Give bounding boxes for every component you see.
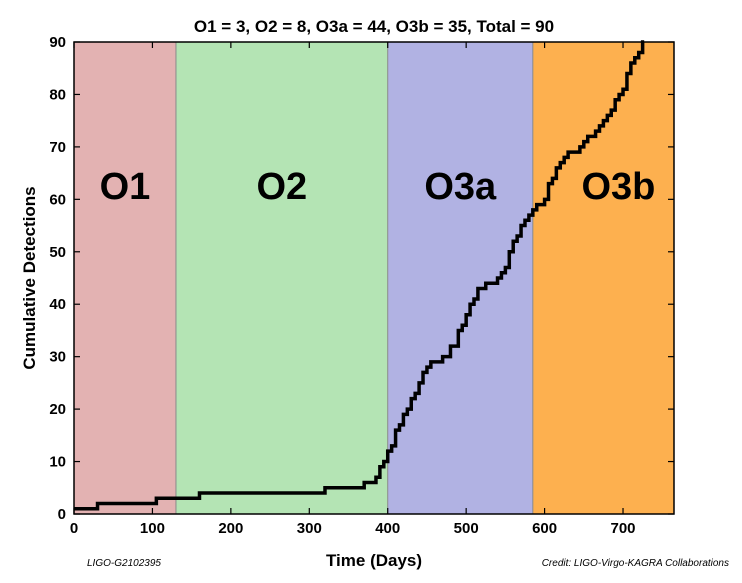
x-tick-label: 200	[218, 520, 243, 537]
y-tick-label: 50	[49, 244, 66, 261]
x-tick-label: 400	[375, 520, 400, 537]
x-tick-label: 700	[611, 520, 636, 537]
document-id: LIGO-G2102395	[87, 558, 161, 569]
x-axis-label: Time (Days)	[326, 551, 422, 570]
plot-frame	[73, 41, 675, 515]
region-label-o3a: O3a	[424, 166, 497, 208]
y-axis: 0 10 20 30 40 50 60 70 80 90	[49, 34, 674, 523]
observing-runs: O1 O2 O3a O3b	[74, 42, 674, 514]
x-tick-label: 600	[532, 520, 557, 537]
region-o2	[175, 42, 388, 514]
y-tick-label: 40	[49, 296, 66, 313]
y-tick-label: 0	[58, 506, 66, 523]
y-tick-label: 20	[49, 401, 66, 418]
chart-title: O1 = 3, O2 = 8, O3a = 44, O3b = 35, Tota…	[194, 17, 554, 36]
y-tick-label: 30	[49, 349, 66, 366]
credit-note: Credit: LIGO-Virgo-KAGRA Collaborations	[542, 558, 729, 569]
region-label-o2: O2	[256, 166, 307, 208]
x-tick-label: 300	[297, 520, 322, 537]
y-tick-label: 90	[49, 34, 66, 51]
y-axis-label: Cumulative Detections	[20, 186, 39, 369]
cumulative-detections-line	[74, 40, 645, 511]
y-tick-label: 60	[49, 191, 66, 208]
x-axis: 0 100 200 300 400 500 600 700	[70, 42, 636, 537]
y-tick-label: 10	[49, 454, 66, 471]
y-tick-label: 80	[49, 86, 66, 103]
region-o3a	[387, 42, 533, 514]
x-tick-label: 100	[140, 520, 165, 537]
region-label-o1: O1	[100, 166, 151, 208]
y-tick-label: 70	[49, 139, 66, 156]
region-label-o3b: O3b	[581, 166, 655, 208]
x-tick-label: 500	[454, 520, 479, 537]
x-tick-label: 0	[70, 520, 78, 537]
detections-series	[74, 40, 645, 511]
region-o3b	[532, 42, 674, 514]
region-o1	[74, 42, 176, 514]
